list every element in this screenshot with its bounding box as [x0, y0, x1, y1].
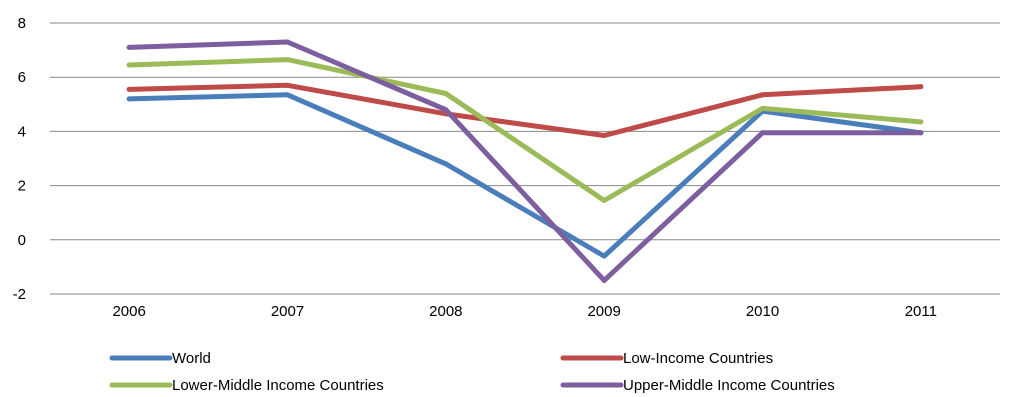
- data-point: [126, 62, 132, 68]
- data-point: [443, 161, 449, 167]
- x-tick-label: 2009: [587, 303, 620, 320]
- gridlines: [50, 22, 1000, 295]
- legend-label: Low-Income Countries: [623, 350, 773, 367]
- legend: World Low-Income Countries Lower-Middle In…: [109, 350, 835, 394]
- series-lower-middle-income-countries: [126, 57, 924, 204]
- data-point: [285, 92, 290, 98]
- legend-item-world: World: [109, 350, 211, 367]
- data-point: [285, 57, 290, 63]
- data-point: [918, 84, 924, 90]
- series-line-world: [126, 92, 924, 259]
- legend-label: Lower-Middle Income Countries: [172, 377, 384, 394]
- series-lines: [126, 39, 924, 283]
- data-point: [285, 39, 290, 45]
- x-tick-label: 2010: [746, 303, 779, 320]
- y-axis-tick-labels: -2 0 2 4 6 8: [13, 15, 26, 303]
- data-point: [601, 198, 607, 204]
- x-axis-tick-labels: 2006 2007 2008 2009 2010 2011: [112, 303, 936, 320]
- series-line-low-income-countries: [126, 82, 924, 138]
- data-point: [126, 44, 132, 50]
- x-tick-label: 2008: [429, 303, 462, 320]
- legend-item-lower-middle-income-countries: Lower-Middle Income Countries: [109, 377, 384, 394]
- y-tick-label: 6: [18, 69, 26, 86]
- y-tick-label: 2: [18, 178, 26, 195]
- series-upper-middle-income-countries: [126, 39, 924, 283]
- y-tick-label: 0: [18, 232, 26, 249]
- legend-label: World: [172, 350, 211, 367]
- data-point: [443, 107, 449, 113]
- legend-item-low-income-countries: Low-Income Countries: [560, 350, 773, 367]
- series-line-lower-middle-income-countries: [126, 57, 924, 203]
- data-point: [126, 96, 132, 102]
- x-tick-label: 2007: [271, 303, 304, 320]
- data-point: [285, 82, 290, 88]
- series-line-upper-middle-income-countries: [126, 39, 924, 283]
- data-point: [918, 119, 924, 125]
- data-point: [443, 90, 449, 96]
- x-tick-label: 2006: [112, 303, 145, 320]
- data-point: [601, 132, 607, 138]
- data-point: [601, 253, 607, 259]
- x-tick-label: 2011: [905, 303, 937, 320]
- data-point: [126, 86, 132, 92]
- y-tick-label: 8: [18, 15, 26, 32]
- y-tick-label: -2: [13, 286, 26, 303]
- series-low-income-countries: [126, 82, 924, 138]
- legend-item-upper-middle-income-countries: Upper-Middle Income Countries: [560, 377, 835, 394]
- y-tick-label: 4: [18, 123, 26, 140]
- data-point: [601, 277, 607, 283]
- data-point: [760, 130, 765, 136]
- data-point: [760, 92, 765, 98]
- legend-label: Upper-Middle Income Countries: [623, 377, 835, 394]
- data-point: [760, 105, 765, 111]
- data-point: [918, 130, 924, 136]
- series-world: [126, 92, 924, 259]
